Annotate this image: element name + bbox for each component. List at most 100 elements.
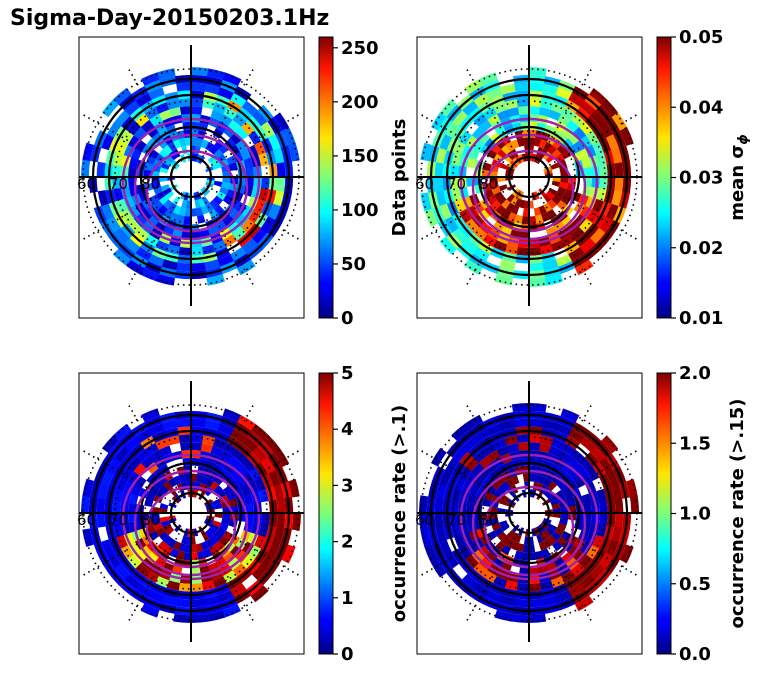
heatmap-cell	[614, 162, 624, 178]
heatmap-cell	[273, 190, 285, 207]
heatmap-cell	[626, 479, 638, 498]
heatmap-cell	[536, 534, 544, 544]
lon-grid-line	[465, 68, 521, 162]
heatmap-cell	[611, 112, 628, 132]
heatmap-cell	[120, 544, 134, 560]
heatmap-cell	[195, 207, 204, 217]
heatmap-cell	[128, 157, 139, 169]
heatmap-cell	[504, 99, 519, 110]
heatmap-cell	[464, 414, 484, 431]
heatmap-cell	[185, 536, 191, 545]
heatmap-cell	[614, 498, 624, 514]
heatmap-cell	[487, 113, 501, 127]
heatmap-cell	[493, 438, 508, 450]
heatmap-cell	[589, 227, 606, 245]
heatmap-cell	[528, 536, 534, 545]
heatmap-cell	[570, 449, 585, 464]
heatmap-cell	[215, 557, 229, 570]
heatmap-cell	[472, 475, 485, 488]
heatmap-cell	[614, 513, 624, 529]
heatmap-cell	[191, 442, 203, 451]
heatmap-cell	[222, 513, 231, 520]
heatmap-cell	[545, 191, 555, 200]
heatmap-cell	[235, 462, 249, 477]
heatmap-cell	[112, 176, 122, 190]
lat-label: 70	[109, 175, 128, 193]
heatmap-cell	[160, 162, 170, 170]
heatmap-cell	[273, 448, 290, 468]
heatmap-cell	[219, 449, 233, 463]
heatmap-cell	[522, 544, 529, 553]
heatmap-cell	[567, 246, 585, 262]
heatmap-cell	[173, 613, 191, 623]
heatmap-cell	[222, 506, 231, 514]
heatmap-cell	[543, 477, 553, 488]
heatmap-cell	[550, 438, 566, 451]
heatmap-cell	[611, 190, 623, 207]
heatmap-cell	[538, 205, 547, 215]
heatmap-cell	[135, 582, 152, 598]
heatmap-cell	[514, 198, 522, 208]
heatmap-cell	[123, 573, 141, 590]
panel-frame	[78, 36, 305, 319]
heatmap-cell	[230, 132, 243, 145]
heatmap-cell	[153, 221, 166, 234]
heatmap-cell	[439, 133, 453, 151]
heatmap-cell	[106, 551, 122, 569]
heatmap-cell	[496, 531, 507, 541]
heatmap-cell	[586, 545, 600, 560]
heatmap-cell	[579, 471, 593, 485]
heatmap-cell	[450, 512, 460, 526]
heatmap-cell	[258, 524, 269, 538]
heatmap-cell	[128, 502, 137, 513]
heatmap-cell	[435, 526, 447, 543]
lon-grid-line	[465, 192, 521, 286]
heatmap-cell	[578, 218, 593, 233]
heatmap-cell	[202, 435, 216, 446]
heatmap-cell	[489, 170, 498, 177]
heatmap-cell	[501, 480, 511, 491]
heatmap-cell	[473, 246, 490, 262]
heatmap-cell	[217, 254, 234, 267]
heatmap-cell	[493, 191, 504, 201]
heatmap-cell	[217, 87, 235, 101]
heatmap-cell	[106, 121, 122, 138]
heatmap-cell	[499, 259, 516, 271]
heatmap-cell	[113, 152, 124, 166]
heatmap-cell	[241, 471, 255, 485]
heatmap-cell	[551, 195, 561, 206]
heatmap-cell	[185, 200, 191, 209]
heatmap-cell	[161, 595, 178, 607]
heatmap-cell	[159, 484, 169, 495]
heatmap-cell	[611, 483, 623, 500]
heatmap-cell	[214, 138, 225, 150]
heatmap-cell	[522, 137, 530, 146]
heatmap-cell	[228, 519, 238, 528]
heatmap-cell	[561, 216, 574, 229]
heatmap-cell	[162, 199, 173, 209]
heatmap-cell	[566, 119, 580, 133]
heatmap-cell	[240, 554, 255, 569]
lon-grid-line	[206, 449, 300, 505]
heatmap-cell	[166, 99, 181, 110]
heatmap-cell	[155, 438, 170, 450]
heatmap-cell	[158, 109, 172, 121]
heatmap-cell	[123, 237, 141, 254]
heatmap-cell	[498, 498, 508, 506]
heatmap-cell	[462, 436, 479, 452]
lon-grid-line	[465, 528, 521, 622]
heatmap-cell	[529, 403, 547, 413]
heatmap-cell	[472, 139, 485, 152]
heatmap-cell	[556, 200, 568, 211]
heatmap-cell	[205, 202, 215, 213]
heatmap-cell	[113, 87, 132, 105]
heatmap-cell	[194, 199, 201, 209]
heatmap-cell	[154, 575, 170, 588]
heatmap-cell	[523, 536, 529, 545]
lon-grid-line	[206, 185, 300, 241]
heatmap-cell	[213, 195, 223, 206]
heatmap-cell	[160, 184, 170, 192]
heatmap-cell	[469, 484, 480, 496]
heatmap-cell	[499, 83, 516, 95]
heatmap-cell	[514, 214, 523, 224]
